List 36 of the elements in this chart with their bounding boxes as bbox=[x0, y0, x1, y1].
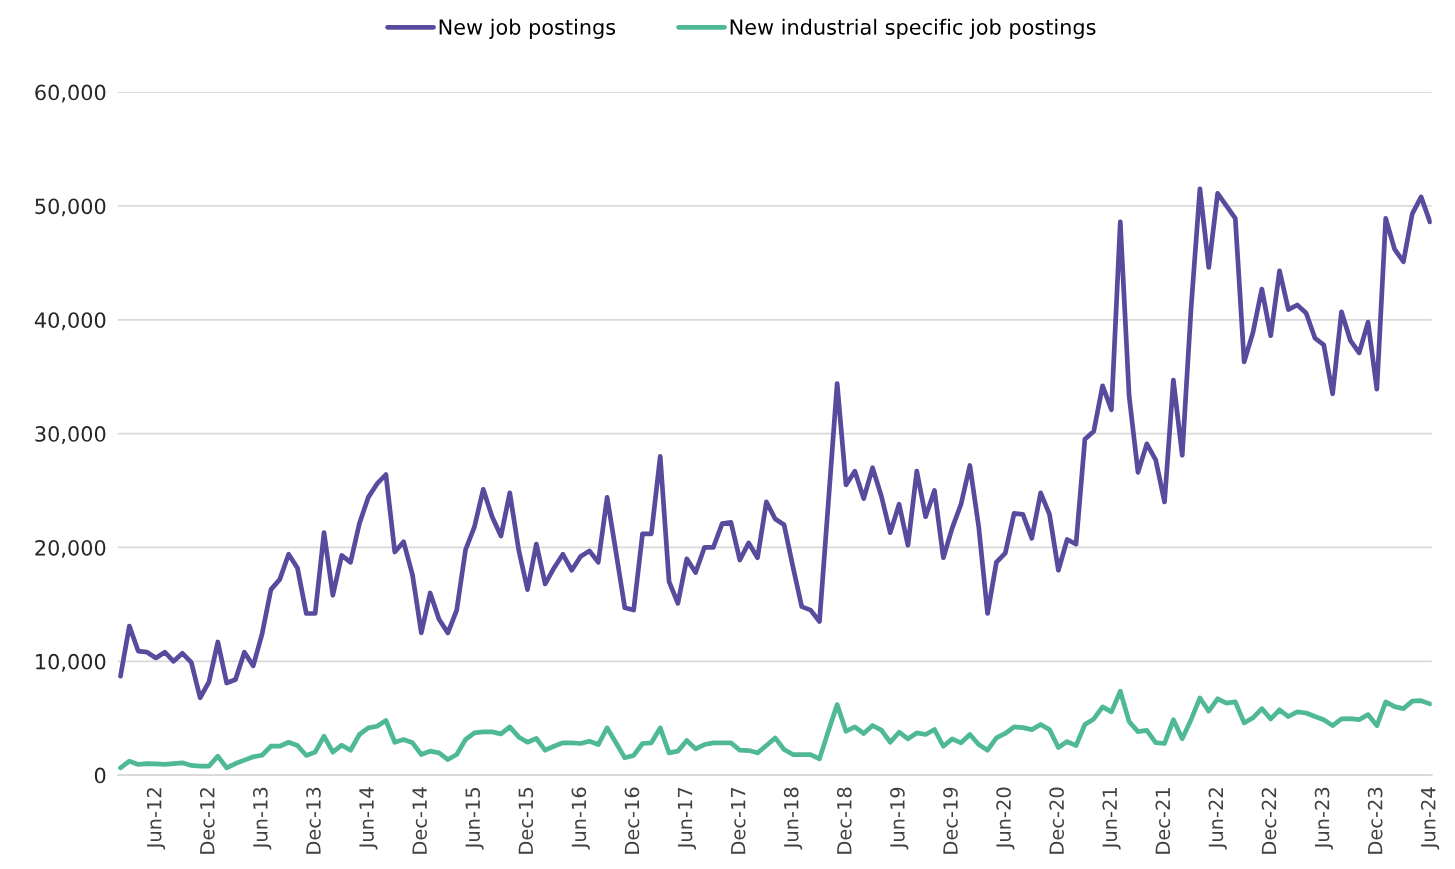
x-tick-label: Jun-17 bbox=[677, 787, 697, 850]
y-tick-label: 60,000 bbox=[35, 84, 106, 103]
x-tick-label: Jun-21 bbox=[1102, 788, 1121, 850]
x-tick-label: Dec-15 bbox=[518, 787, 534, 854]
y-tick-label: 0 bbox=[94, 767, 106, 784]
x-tick-label: Dec-17 bbox=[731, 787, 746, 854]
line-series bbox=[118, 186, 1432, 701]
x-tick-label: Dec-14 bbox=[412, 787, 427, 854]
x-tick-label: Jun-14 bbox=[359, 787, 378, 850]
x-tick-label: Jun-18 bbox=[783, 787, 803, 850]
y-tick-label: 10,000 bbox=[36, 653, 106, 672]
x-tick-label: Jun-20 bbox=[996, 787, 1015, 850]
y-tick-label: 40,000 bbox=[34, 312, 106, 331]
x-tick-label: Jun-23 bbox=[1314, 787, 1334, 850]
x-tick-label: Jun-12 bbox=[146, 788, 166, 850]
x-tick-label: Dec-20 bbox=[1049, 787, 1064, 854]
x-tick-label: Dec-23 bbox=[1367, 787, 1383, 854]
x-tick-label: Dec-21 bbox=[1155, 788, 1171, 854]
x-tick-label: Jun-19 bbox=[890, 787, 909, 850]
x-tick-label: Jun-13 bbox=[253, 787, 272, 850]
x-tick-label: Dec-18 bbox=[836, 787, 852, 854]
x-tick-label: Jun-24 bbox=[1420, 787, 1440, 850]
x-tick-label: Dec-12 bbox=[199, 788, 215, 854]
x-tick-label: Dec-13 bbox=[306, 787, 321, 854]
y-tick-label: 30,000 bbox=[35, 426, 106, 444]
y-tick-label: 50,000 bbox=[35, 198, 106, 217]
legend-label: New industrial specific job postings bbox=[730, 18, 1096, 39]
x-tick-label: Jun-16 bbox=[571, 787, 590, 850]
line-series bbox=[118, 688, 1432, 771]
x-tick-label: Jun-15 bbox=[465, 787, 484, 850]
y-tick-label: 20,000 bbox=[35, 539, 106, 558]
legend-label: New job postings bbox=[439, 18, 616, 39]
x-tick-label: Jun-22 bbox=[1208, 788, 1227, 850]
x-tick-label: Dec-19 bbox=[943, 787, 958, 854]
x-tick-label: Dec-22 bbox=[1261, 788, 1277, 854]
x-tick-label: Dec-16 bbox=[624, 787, 640, 854]
